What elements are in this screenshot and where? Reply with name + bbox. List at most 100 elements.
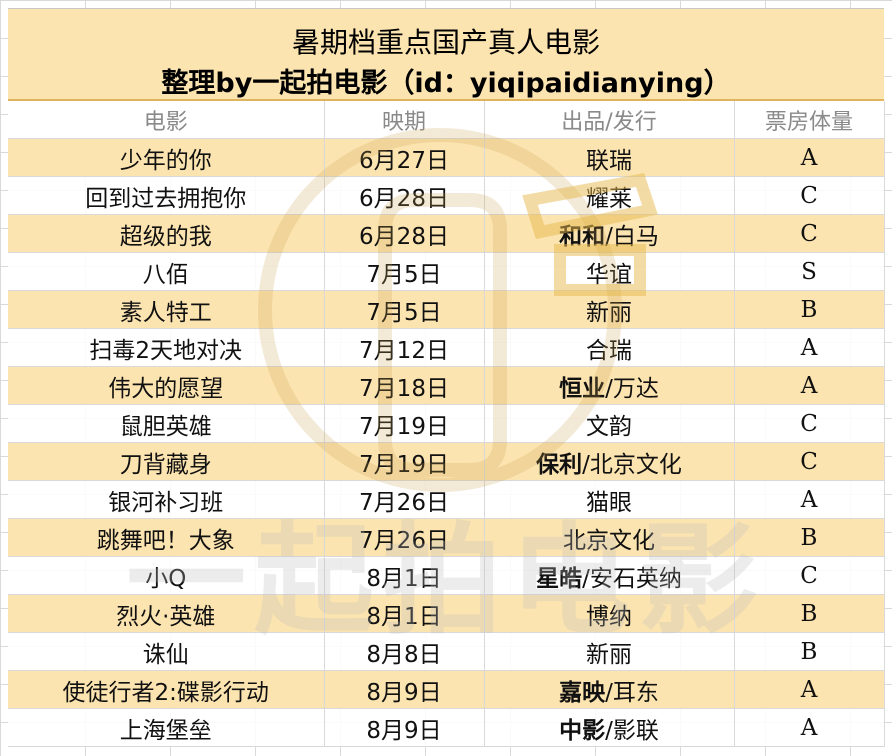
distributor-cell: 华谊 [484, 252, 735, 291]
table-row: 八佰 7月5日 华谊 S [8, 252, 885, 291]
table-row: 银河补习班 7月26日 猫眼 A [8, 480, 885, 519]
distributor-cell: 合瑞 [484, 328, 735, 367]
film-title-cell: 使徒行者2:碟影行动 [8, 670, 325, 709]
film-title-cell: 银河补习班 [8, 480, 325, 519]
distributor-rest: /影联 [605, 717, 659, 744]
distributor-cell: 嘉映/耳东 [484, 670, 735, 709]
box-office-grade-cell: A [734, 366, 885, 405]
release-date-cell: 7月26日 [324, 518, 485, 557]
distributor-lead: 星皓 [536, 565, 583, 592]
column-header-film: 电影 [8, 101, 325, 139]
table-row: 伟大的愿望 7月18日 恒业/万达 A [8, 366, 885, 405]
table-row: 使徒行者2:碟影行动 8月9日 嘉映/耳东 A [8, 670, 885, 709]
title-block: 暑期档重点国产真人电影 整理by一起拍电影（id：yiqipaidianying… [8, 8, 884, 101]
table-row: 诛仙 8月8日 新丽 B [8, 632, 885, 671]
distributor-rest: 耀莱 [586, 185, 632, 212]
column-header-grade: 票房体量 [734, 101, 885, 139]
release-date-cell: 8月8日 [324, 632, 485, 671]
table-row: 烈火·英雄 8月1日 博纳 B [8, 594, 885, 633]
film-title-cell: 少年的你 [8, 138, 325, 177]
release-date-cell: 8月9日 [324, 670, 485, 709]
box-office-grade-cell: C [734, 214, 885, 253]
film-title-cell: 回到过去拥抱你 [8, 176, 325, 215]
column-header-distributor: 出品/发行 [484, 101, 735, 139]
distributor-cell: 和和/白马 [484, 214, 735, 253]
release-date-cell: 7月12日 [324, 328, 485, 367]
distributor-lead: 嘉映 [559, 679, 606, 706]
release-date-cell: 6月28日 [324, 176, 485, 215]
distributor-rest: 新丽 [586, 299, 632, 326]
table-row: 刀背藏身 7月19日 保利/北京文化 C [8, 442, 885, 481]
box-office-grade-cell: A [734, 138, 885, 177]
film-table: 电影 映期 出品/发行 票房体量 少年的你 6月27日 联瑞 A 回到过去拥抱你 6月28… [8, 101, 885, 747]
film-title-cell: 八佰 [8, 252, 325, 291]
film-title-cell: 上海堡垒 [8, 708, 325, 747]
table-subtitle: 整理by一起拍电影（id：yiqipaidianying） [161, 68, 731, 99]
table-row: 鼠胆英雄 7月19日 文韵 C [8, 404, 885, 443]
distributor-cell: 耀莱 [484, 176, 735, 215]
box-office-grade-cell: B [734, 518, 885, 557]
release-date-cell: 8月1日 [324, 556, 485, 595]
distributor-rest: /耳东 [605, 679, 659, 706]
distributor-cell: 新丽 [484, 632, 735, 671]
distributor-rest: 北京文化 [563, 527, 655, 554]
release-date-cell: 6月28日 [324, 214, 485, 253]
film-title-cell: 鼠胆英雄 [8, 404, 325, 443]
distributor-rest: /北京文化 [582, 451, 682, 478]
release-date-cell: 7月5日 [324, 290, 485, 329]
distributor-rest: 文韵 [586, 413, 632, 440]
release-date-cell: 7月19日 [324, 404, 485, 443]
distributor-cell: 猫眼 [484, 480, 735, 519]
table-title: 暑期档重点国产真人电影 [291, 26, 600, 59]
distributor-rest: 华谊 [586, 261, 632, 288]
box-office-grade-cell: A [734, 708, 885, 747]
distributor-rest: 博纳 [586, 603, 632, 630]
film-title-cell: 素人特工 [8, 290, 325, 329]
column-header-date: 映期 [324, 101, 485, 139]
table-row: 回到过去拥抱你 6月28日 耀莱 C [8, 176, 885, 215]
distributor-cell: 恒业/万达 [484, 366, 735, 405]
film-title-cell: 诛仙 [8, 632, 325, 671]
distributor-cell: 文韵 [484, 404, 735, 443]
distributor-rest: /白马 [605, 223, 659, 250]
table-row: 扫毒2天地对决 7月12日 合瑞 A [8, 328, 885, 367]
distributor-cell: 北京文化 [484, 518, 735, 557]
distributor-lead: 中影 [559, 717, 606, 744]
distributor-rest: 新丽 [586, 641, 632, 668]
distributor-lead: 恒业 [559, 375, 606, 402]
distributor-rest: 猫眼 [586, 489, 632, 516]
box-office-grade-cell: B [734, 594, 885, 633]
table-row: 上海堡垒 8月9日 中影/影联 A [8, 708, 885, 747]
distributor-cell: 星皓/安石英纳 [484, 556, 735, 595]
film-title-cell: 伟大的愿望 [8, 366, 325, 405]
distributor-cell: 联瑞 [484, 138, 735, 177]
distributor-cell: 保利/北京文化 [484, 442, 735, 481]
box-office-grade-cell: B [734, 632, 885, 671]
release-date-cell: 8月9日 [324, 708, 485, 747]
release-date-cell: 6月27日 [324, 138, 485, 177]
table-row: 小Q 8月1日 星皓/安石英纳 C [8, 556, 885, 595]
box-office-grade-cell: A [734, 480, 885, 519]
box-office-grade-cell: S [734, 252, 885, 291]
release-date-cell: 8月1日 [324, 594, 485, 633]
table-row: 少年的你 6月27日 联瑞 A [8, 138, 885, 177]
box-office-grade-cell: C [734, 556, 885, 595]
release-date-cell: 7月26日 [324, 480, 485, 519]
header-row: 电影 映期 出品/发行 票房体量 [8, 101, 885, 139]
box-office-grade-cell: C [734, 404, 885, 443]
release-date-cell: 7月18日 [324, 366, 485, 405]
distributor-cell: 博纳 [484, 594, 735, 633]
box-office-grade-cell: C [734, 176, 885, 215]
table-row: 跳舞吧！大象 7月26日 北京文化 B [8, 518, 885, 557]
film-title-cell: 扫毒2天地对决 [8, 328, 325, 367]
distributor-cell: 新丽 [484, 290, 735, 329]
film-title-cell: 烈火·英雄 [8, 594, 325, 633]
box-office-grade-cell: C [734, 442, 885, 481]
table-row: 超级的我 6月28日 和和/白马 C [8, 214, 885, 253]
box-office-grade-cell: A [734, 328, 885, 367]
table-row: 素人特工 7月5日 新丽 B [8, 290, 885, 329]
release-date-cell: 7月5日 [324, 252, 485, 291]
distributor-lead: 和和 [559, 223, 606, 250]
box-office-grade-cell: B [734, 290, 885, 329]
distributor-cell: 中影/影联 [484, 708, 735, 747]
